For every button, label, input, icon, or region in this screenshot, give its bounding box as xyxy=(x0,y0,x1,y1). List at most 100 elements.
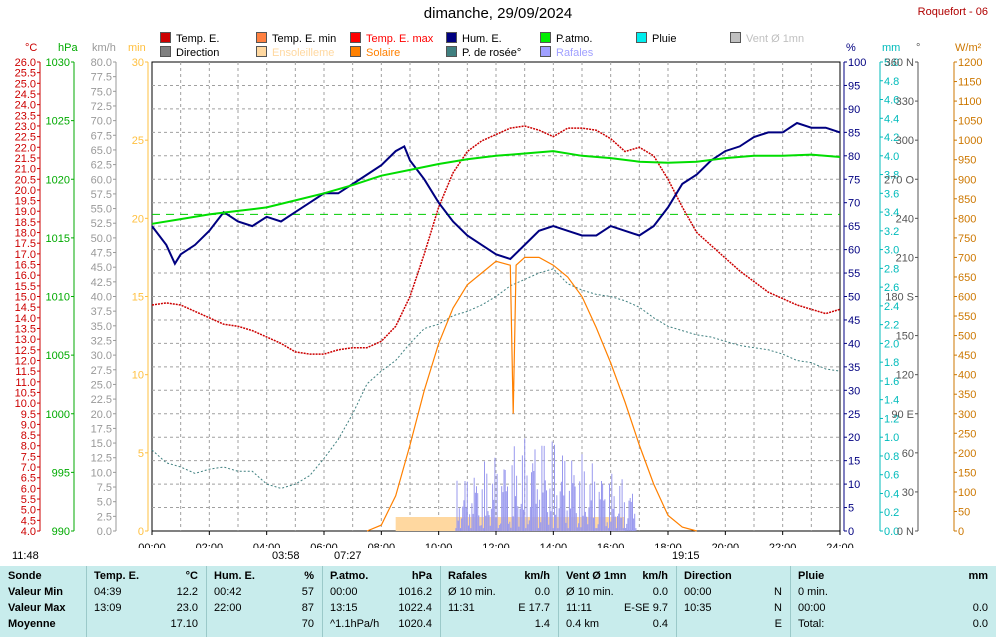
stats-row: Total: 0.0 xyxy=(798,618,988,634)
stats-header: Direction xyxy=(684,570,782,586)
dir-axis-tick-label: 30 xyxy=(902,487,914,499)
stats-row: Ø 10 min. 0.0 xyxy=(566,586,668,602)
hum-axis-tick-label: 40 xyxy=(848,338,860,350)
legend-label: Solaire xyxy=(366,47,401,59)
solar-axis-tick-label: 750 xyxy=(958,233,976,245)
temp-axis-tick-label: 12.0 xyxy=(15,355,36,367)
stats-row: 04:39 12.2 xyxy=(94,586,198,602)
stats-cell-label: 13:15 xyxy=(330,602,358,614)
sun-axis-tick-label: 15 xyxy=(132,292,144,304)
rain-axis-tick-label: 2.8 xyxy=(884,263,899,275)
solar-axis-tick-label: 950 xyxy=(958,155,976,167)
x-tick-label: 22:00 xyxy=(769,542,797,548)
stats-cell-value: N xyxy=(774,602,782,614)
stats-cell-value: N xyxy=(774,586,782,598)
rain-axis-tick-label: 4.0 xyxy=(884,151,899,163)
wind-axis-tick-label: 62.5 xyxy=(91,160,112,172)
dir-axis-tick-label: 60 xyxy=(902,448,914,460)
stats-header: Hum. E.% xyxy=(214,570,314,586)
temp-axis-tick-label: 15.0 xyxy=(15,292,36,304)
stats-cell-label: 0.4 km xyxy=(566,618,600,630)
stats-cell-value: 1.4 xyxy=(534,618,550,630)
stats-separator xyxy=(790,566,791,637)
temp-axis-tick-label: 8.5 xyxy=(21,430,36,442)
temp-axis-tick-label: 11.5 xyxy=(15,366,36,378)
stats-header-label: Pluie xyxy=(798,570,825,582)
stats-header-label: P.atmo. xyxy=(330,570,369,582)
stats-row: 70 xyxy=(214,618,314,634)
chart-title: dimanche, 29/09/2024 xyxy=(423,5,573,22)
legend-swatch xyxy=(446,32,457,43)
x-tick-label: 04:00 xyxy=(253,542,281,548)
temp-axis-tick-label: 25.5 xyxy=(15,68,36,80)
dir-axis-tick-label: 150 xyxy=(896,331,914,343)
hum-axis-tick-label: 5 xyxy=(848,503,854,515)
rain-axis-tick-label: 1.8 xyxy=(884,357,899,369)
solar-axis-tick-label: 50 xyxy=(958,506,970,518)
dir-axis-tick-label: 210 xyxy=(896,252,914,264)
sun-axis-tick-label: 5 xyxy=(138,448,144,460)
rain-axis-tick-label: 1.6 xyxy=(884,376,899,388)
hum-axis-tick-label: 55 xyxy=(848,268,860,280)
stats-cell-label: 11:31 xyxy=(448,602,475,614)
solar-axis-tick-label: 1100 xyxy=(958,96,982,108)
legend-swatch xyxy=(540,32,551,43)
temp-axis-tick-label: 5.0 xyxy=(21,505,36,517)
rain-axis-tick-label: 3.0 xyxy=(884,245,899,257)
stats-cell-label: Ø 10 min. xyxy=(448,586,496,598)
temp-axis-tick-label: 16.0 xyxy=(15,270,36,282)
hum-axis-tick-label: 25 xyxy=(848,409,860,421)
legend-label: Direction xyxy=(176,47,220,59)
press-axis-tick-label: 1005 xyxy=(46,350,70,362)
stats-cell-value: 17.10 xyxy=(170,618,198,630)
wind-axis-tick-label: 75.0 xyxy=(91,86,112,98)
rain-axis-tick-label: 0.0 xyxy=(884,526,899,538)
unit-label-wind: km/h xyxy=(92,42,116,54)
temp-axis-tick-label: 24.0 xyxy=(15,100,36,112)
rain-axis-tick-label: 5.0 xyxy=(884,57,899,69)
stats-cell-label: Ø 10 min. xyxy=(566,586,614,598)
stats-row: Ø 10 min. 0.0 xyxy=(448,586,550,602)
rain-axis-tick-label: 2.2 xyxy=(884,320,899,332)
hum-axis-tick-label: 0 xyxy=(848,526,854,538)
temp-axis-tick-label: 4.5 xyxy=(21,515,36,527)
legend-swatch xyxy=(730,32,741,43)
temp-axis-tick-label: 25.0 xyxy=(15,78,36,90)
gust-bars xyxy=(455,438,637,531)
solar-axis-tick-label: 700 xyxy=(958,252,976,264)
legend-label: P.atmo. xyxy=(556,33,593,45)
solar-axis-tick-label: 600 xyxy=(958,292,976,304)
rain-axis-tick-label: 0.2 xyxy=(884,507,899,519)
temp-axis-tick-label: 4.0 xyxy=(21,526,36,538)
stats-header-label: Vent Ø 1mn xyxy=(566,570,627,582)
rain-axis-tick-label: 4.6 xyxy=(884,95,899,107)
stats-cell-label: Moyenne xyxy=(8,618,56,630)
stats-row: 11:31 E 17.7 xyxy=(448,602,550,618)
solar-axis-tick-label: 650 xyxy=(958,272,976,284)
stats-column: Sonde Valeur Min Valeur Max Moyenne xyxy=(8,566,78,637)
stats-cell-value: 0.4 xyxy=(652,618,668,630)
solar-axis-tick-label: 250 xyxy=(958,428,976,440)
legend-item: Pluie xyxy=(636,32,676,45)
wind-axis-tick-label: 5.0 xyxy=(97,497,112,509)
sun-axis-tick-label: 10 xyxy=(132,370,144,382)
solar-axis-tick-label: 1200 xyxy=(958,57,982,69)
wind-axis-tick-label: 35.0 xyxy=(91,321,112,333)
series-line-pderose xyxy=(151,268,841,489)
unit-label-press: hPa xyxy=(58,42,78,54)
wind-axis-tick-label: 0.0 xyxy=(97,526,112,538)
hum-axis-tick-label: 45 xyxy=(848,315,860,327)
dir-axis-tick-label: 240 xyxy=(896,213,914,225)
x-tick-label: 16:00 xyxy=(597,542,625,548)
stats-unit: km/h xyxy=(524,570,550,582)
stats-unit: hPa xyxy=(411,570,432,582)
sunset-label: 19:15 xyxy=(672,550,700,562)
temp-axis-tick-label: 23.5 xyxy=(15,110,36,122)
rain-axis-tick-label: 2.0 xyxy=(884,338,899,350)
series-line-patmo xyxy=(151,150,841,225)
rain-axis-tick-label: 3.8 xyxy=(884,170,899,182)
stats-row: Moyenne xyxy=(8,618,78,634)
wind-axis-tick-label: 37.5 xyxy=(91,306,112,318)
wind-axis-tick-label: 2.5 xyxy=(97,511,112,523)
dir-axis-tick-label: 180 S xyxy=(885,292,914,304)
